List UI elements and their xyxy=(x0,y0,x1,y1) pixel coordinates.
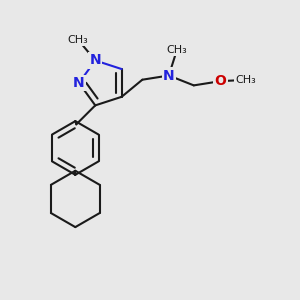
Text: CH₃: CH₃ xyxy=(68,35,88,45)
Text: O: O xyxy=(214,74,226,88)
Text: N: N xyxy=(163,68,175,83)
Text: N: N xyxy=(73,76,85,90)
Text: CH₃: CH₃ xyxy=(167,45,187,55)
Text: CH₃: CH₃ xyxy=(236,75,256,85)
Text: N: N xyxy=(89,53,101,68)
